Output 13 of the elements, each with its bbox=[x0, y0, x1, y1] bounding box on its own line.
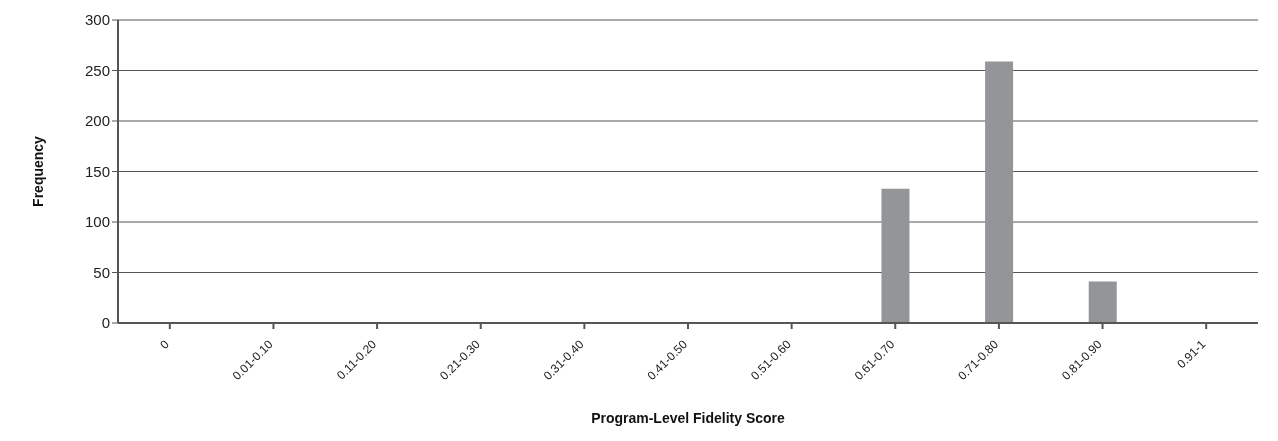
y-tick-label: 50 bbox=[93, 263, 110, 281]
x-axis-title: Program-Level Fidelity Score bbox=[591, 410, 786, 426]
y-tick-label: 250 bbox=[84, 61, 110, 79]
bar bbox=[1088, 281, 1117, 323]
bar bbox=[881, 188, 910, 323]
y-tick-label: 150 bbox=[84, 162, 110, 180]
y-tick-label: 300 bbox=[84, 11, 110, 29]
y-tick-label: 0 bbox=[101, 314, 110, 332]
y-tick-label: 200 bbox=[84, 112, 110, 130]
x-tick-label: 0 bbox=[157, 337, 173, 352]
bar bbox=[985, 61, 1014, 323]
y-axis-title: Frequency bbox=[29, 135, 46, 207]
y-tick-label: 100 bbox=[84, 213, 110, 231]
